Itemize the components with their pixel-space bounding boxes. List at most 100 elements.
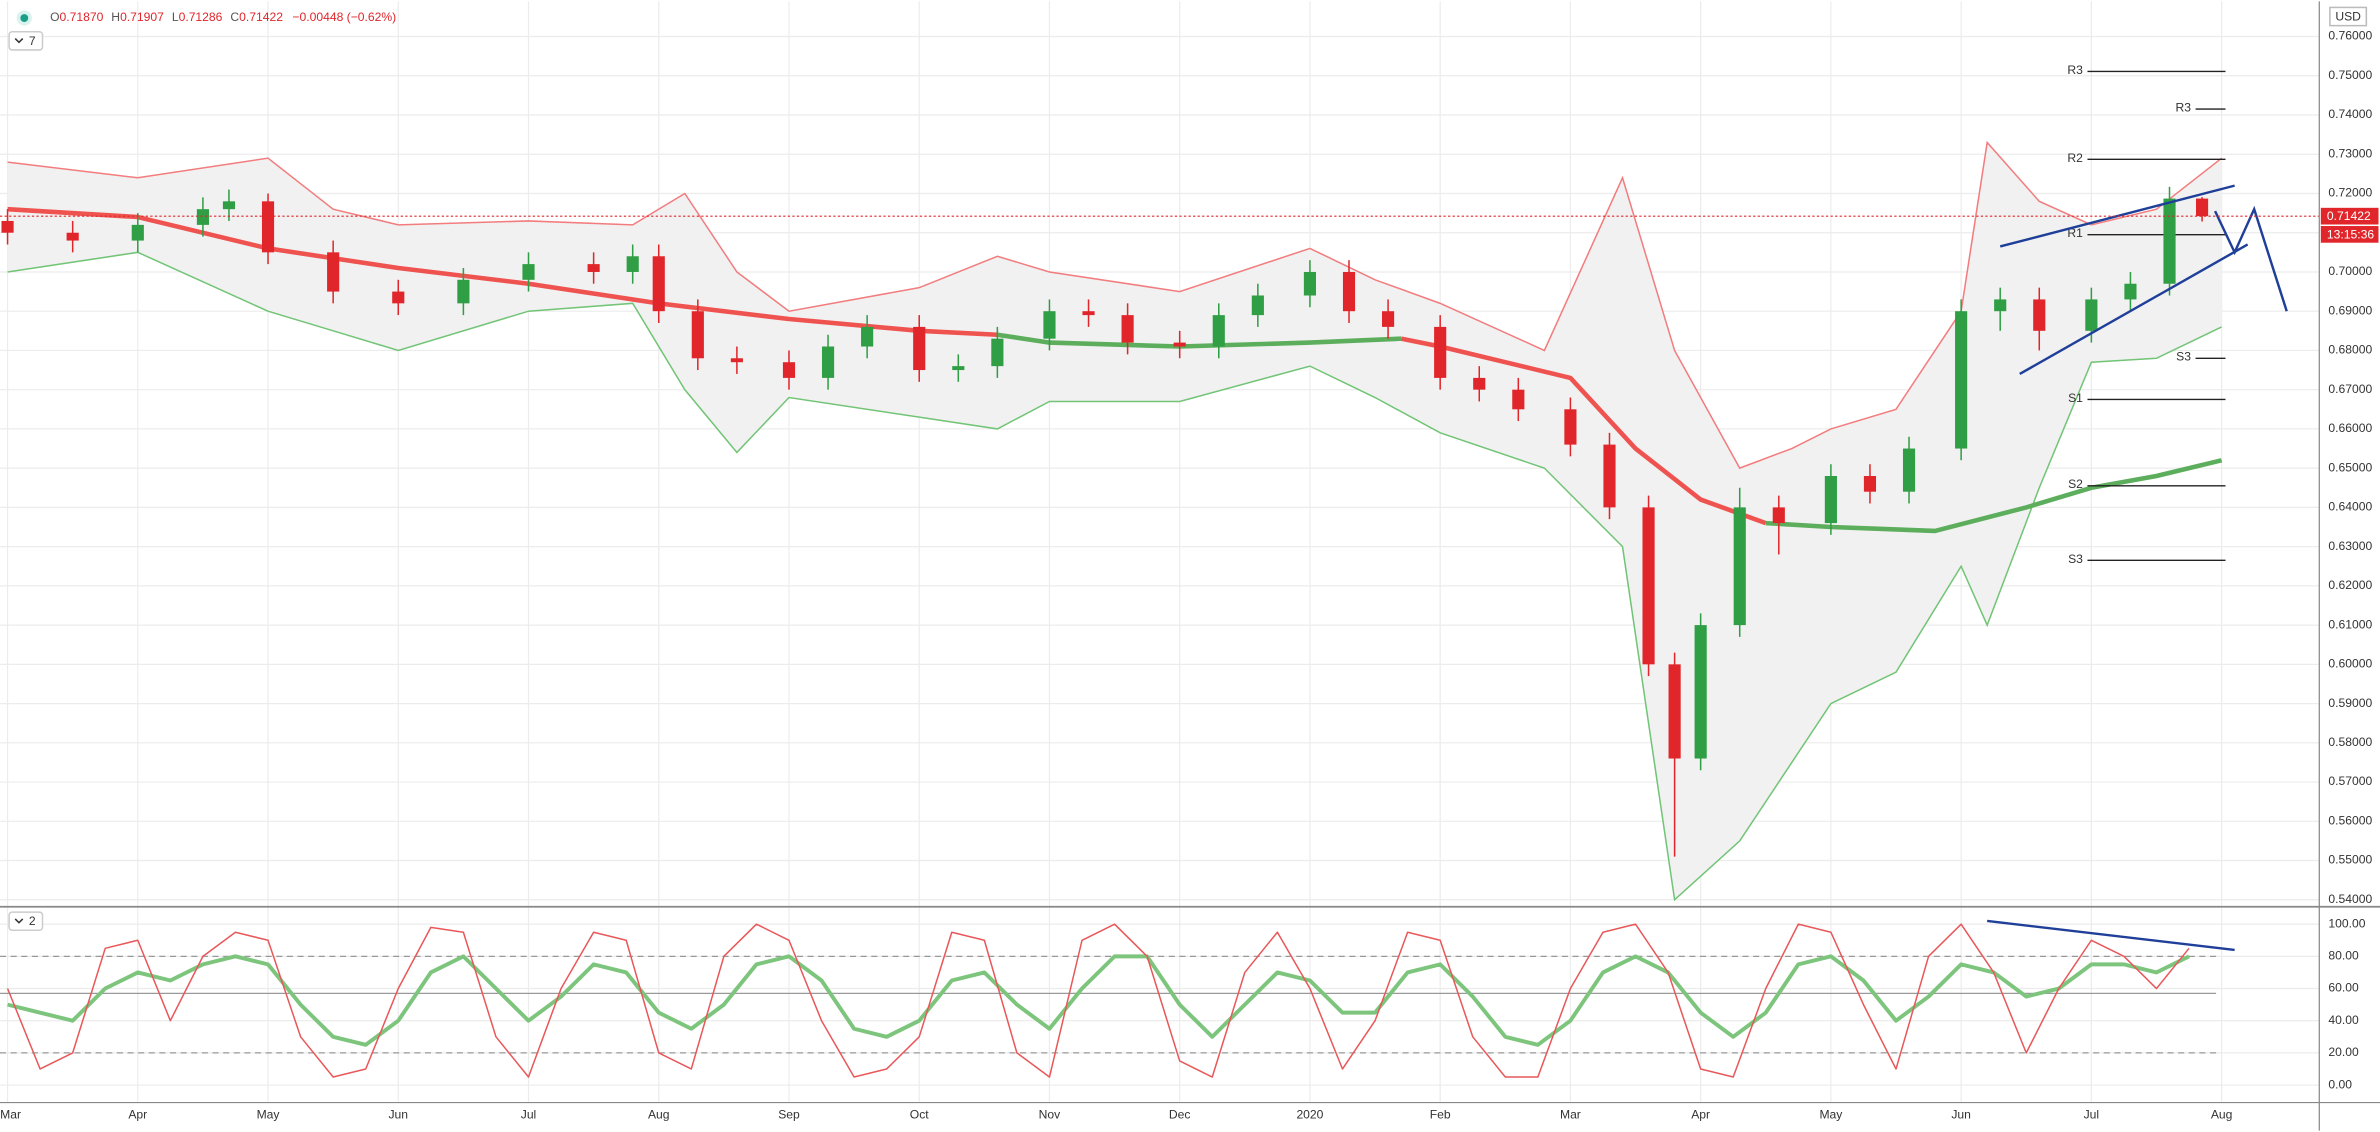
trend-line [2019,243,2249,376]
candle-body [66,232,79,241]
candle-body [2033,299,2046,331]
y-tick-label: 100.00 [2328,916,2365,930]
pivot-label: S2 [2068,477,2083,491]
y-tick-label: 0.61000 [2328,617,2372,631]
candle-body [952,366,965,371]
last-price-box [2320,207,2379,225]
change: −0.00448 (−0.62%) [292,10,396,24]
candle-body [587,264,600,272]
candle-body [1668,664,1681,759]
x-tick-label: Aug [2211,1108,2233,1122]
indicator-count: 2 [29,914,36,928]
candle-body [1824,475,1837,524]
candle-body [222,201,236,210]
x-tick-label: Jul [521,1108,536,1122]
candle-body [1434,326,1447,378]
y-tick-label: 0.69000 [2328,303,2372,317]
candle-body [1082,311,1095,316]
upper-band [7,140,2223,470]
candle-body [691,311,704,359]
y-tick-label: 0.00 [2328,1077,2352,1091]
candle-body [626,256,639,272]
candle-body [1473,377,1486,390]
candle-body [1173,342,1186,347]
candle-body [1902,448,1916,492]
candle-body [1251,295,1264,316]
indicators-toggle[interactable] [8,911,44,932]
indicators-toggle[interactable] [8,30,44,51]
countdown-label: 13:15:36 [2327,227,2374,241]
x-tick-label: Mar [1560,1108,1581,1122]
currency-box[interactable] [2329,6,2368,27]
candle-body [196,209,209,225]
y-tick-label: 80.00 [2328,949,2359,963]
candle-body [2124,283,2137,300]
pivot-label: R3 [2067,63,2083,77]
candle-body [2195,198,2209,217]
y-tick-label: 0.59000 [2328,696,2372,710]
y-tick-label: 0.63000 [2328,539,2372,553]
y-tick-label: 0.76000 [2328,29,2372,43]
x-tick-label: Feb [1430,1108,1451,1122]
ohlc-legend: O0.71870 H0.71907 L0.71286 C0.71422 −0.0… [50,10,396,24]
candle-body [2085,299,2098,331]
x-tick-label: Jun [388,1108,408,1122]
trend-line [1987,919,2235,952]
y-tick-label: 0.58000 [2328,735,2372,749]
candle-body [1772,507,1785,524]
candle-body [327,252,340,292]
x-tick-label: Apr [128,1108,147,1122]
y-tick-label: 0.57000 [2328,774,2372,788]
candle-body [1212,315,1225,347]
ohlc-value: 0.71286 [179,10,223,24]
x-tick-label: Mar [0,1108,21,1122]
ohlc-key: O [50,10,59,24]
candle-body [1694,625,1707,759]
y-tick-label: 0.73000 [2328,146,2372,160]
x-tick-label: May [257,1108,281,1122]
candle-body [821,346,835,378]
pivot-label: S3 [2068,552,2083,566]
candle-body [861,326,874,347]
ohlc-value: 0.71422 [239,10,283,24]
x-tick-label: May [1819,1108,1843,1122]
indicator-count: 7 [29,34,36,48]
oscillator-line [7,954,2190,1047]
x-tick-label: Jun [1951,1108,1971,1122]
last-price-label: 0.71422 [2327,209,2371,223]
candle-body [1512,389,1525,410]
chevron-icon [14,38,24,44]
candle-body [457,279,470,304]
pivot-label: R1 [2067,226,2083,240]
y-tick-label: 40.00 [2328,1013,2359,1027]
candle-body [991,338,1004,367]
x-tick-label: Sep [778,1108,800,1122]
y-tick-label: 20.00 [2328,1045,2359,1059]
candle-body [1121,315,1134,343]
x-tick-label: Jul [2084,1108,2100,1122]
candle-body [131,224,144,241]
x-tick-label: Aug [648,1108,670,1122]
candle-body [1642,507,1655,665]
candle-body [261,201,275,253]
status-dot[interactable] [20,14,29,22]
candle-body [730,358,743,363]
oscillator-line [6,923,2190,1078]
band-fill [7,142,2222,900]
y-tick-label: 0.66000 [2328,421,2372,435]
ohlc-key: C [230,10,239,24]
currency: USD [2335,9,2361,23]
candle-body [2163,198,2176,284]
y-tick-label: 0.56000 [2328,813,2372,827]
ohlc-value: 0.71870 [60,10,104,24]
pivot-label: R3 [2176,101,2192,115]
chevron-icon [14,918,24,924]
candle-body [1955,311,1968,449]
candle-body [1564,409,1577,445]
lower-band [7,251,2222,902]
countdown-box [2320,226,2379,243]
y-tick-label: 0.68000 [2328,343,2372,357]
y-tick-label: 0.72000 [2328,186,2372,200]
y-tick-label: 0.74000 [2328,107,2372,121]
